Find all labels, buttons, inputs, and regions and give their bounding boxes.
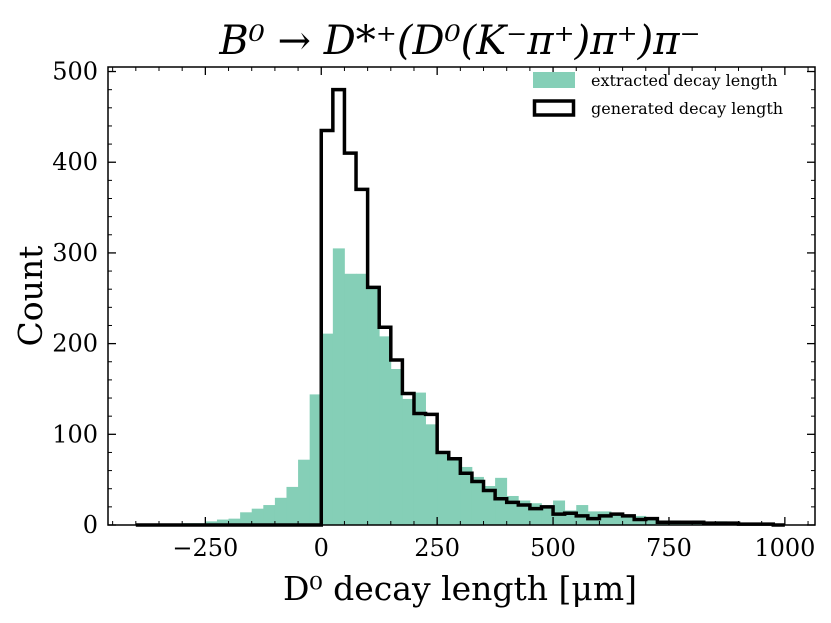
generated-step-line <box>135 87 785 527</box>
extracted-bar <box>413 392 426 525</box>
y-tick-label: 400 <box>52 148 98 176</box>
legend: extracted decay length generated decay le… <box>532 71 783 118</box>
extracted-bar <box>448 456 461 525</box>
extracted-bar <box>390 369 403 525</box>
y-tick-label: 300 <box>52 239 98 267</box>
extracted-bar <box>529 503 542 525</box>
extracted-bar <box>518 500 531 525</box>
extracted-bar <box>645 517 658 525</box>
legend-label-generated: generated decay length <box>591 99 783 118</box>
y-tick-label: 200 <box>52 330 98 358</box>
extracted-bar <box>437 454 450 525</box>
extracted-bar <box>286 486 299 525</box>
extracted-bar <box>240 512 253 525</box>
extracted-bar <box>622 515 635 525</box>
extracted-bar <box>251 508 264 525</box>
extracted-bar <box>356 273 369 525</box>
extracted-bar <box>367 288 380 525</box>
extracted-bar <box>425 424 438 525</box>
extracted-bar <box>205 521 218 525</box>
extracted-bar <box>298 459 311 525</box>
extracted-bar <box>332 248 345 525</box>
x-tick-label: 1000 <box>754 534 815 562</box>
extracted-bar <box>321 333 334 525</box>
extracted-bar <box>611 514 624 525</box>
extracted-bar <box>506 495 519 525</box>
extracted-bar <box>460 466 473 525</box>
extracted-bar <box>379 336 392 525</box>
y-tick-label: 100 <box>52 420 98 448</box>
extracted-bar <box>599 511 612 525</box>
y-tick-label: 0 <box>83 511 98 539</box>
legend-label-extracted: extracted decay length <box>591 71 778 90</box>
x-tick-label: 0 <box>314 534 329 562</box>
x-tick-label: 250 <box>414 534 460 562</box>
extracted-bar <box>483 486 496 525</box>
x-tick-label: −250 <box>172 534 238 562</box>
x-tick-label: 750 <box>646 534 692 562</box>
extracted-bar <box>495 477 508 525</box>
y-axis-label: Count <box>11 246 50 347</box>
legend-swatch-extracted <box>533 72 575 88</box>
axes: −250 0 250 500 750 1000 0 100 200 300 400 500 <box>52 58 816 562</box>
plot-area <box>135 87 785 527</box>
extracted-bar <box>309 394 322 525</box>
extracted-bar <box>274 497 287 525</box>
extracted-bar <box>216 519 229 525</box>
y-tick-label: 500 <box>52 58 98 86</box>
extracted-bar <box>402 398 415 525</box>
x-tick-label: 500 <box>530 534 576 562</box>
x-axis-label: D⁰ decay length [μm] <box>283 569 637 608</box>
extracted-bar <box>564 510 577 525</box>
extracted-bar <box>263 505 276 525</box>
extracted-bar <box>541 505 554 525</box>
chart-title: B⁰ → D*⁺(D⁰(K⁻π⁺)π⁺)π⁻ <box>218 18 700 64</box>
extracted-bar <box>228 518 241 525</box>
legend-swatch-generated <box>532 99 576 117</box>
extracted-bar <box>344 273 357 525</box>
extracted-bar <box>471 476 484 525</box>
plot-frame <box>107 66 816 526</box>
